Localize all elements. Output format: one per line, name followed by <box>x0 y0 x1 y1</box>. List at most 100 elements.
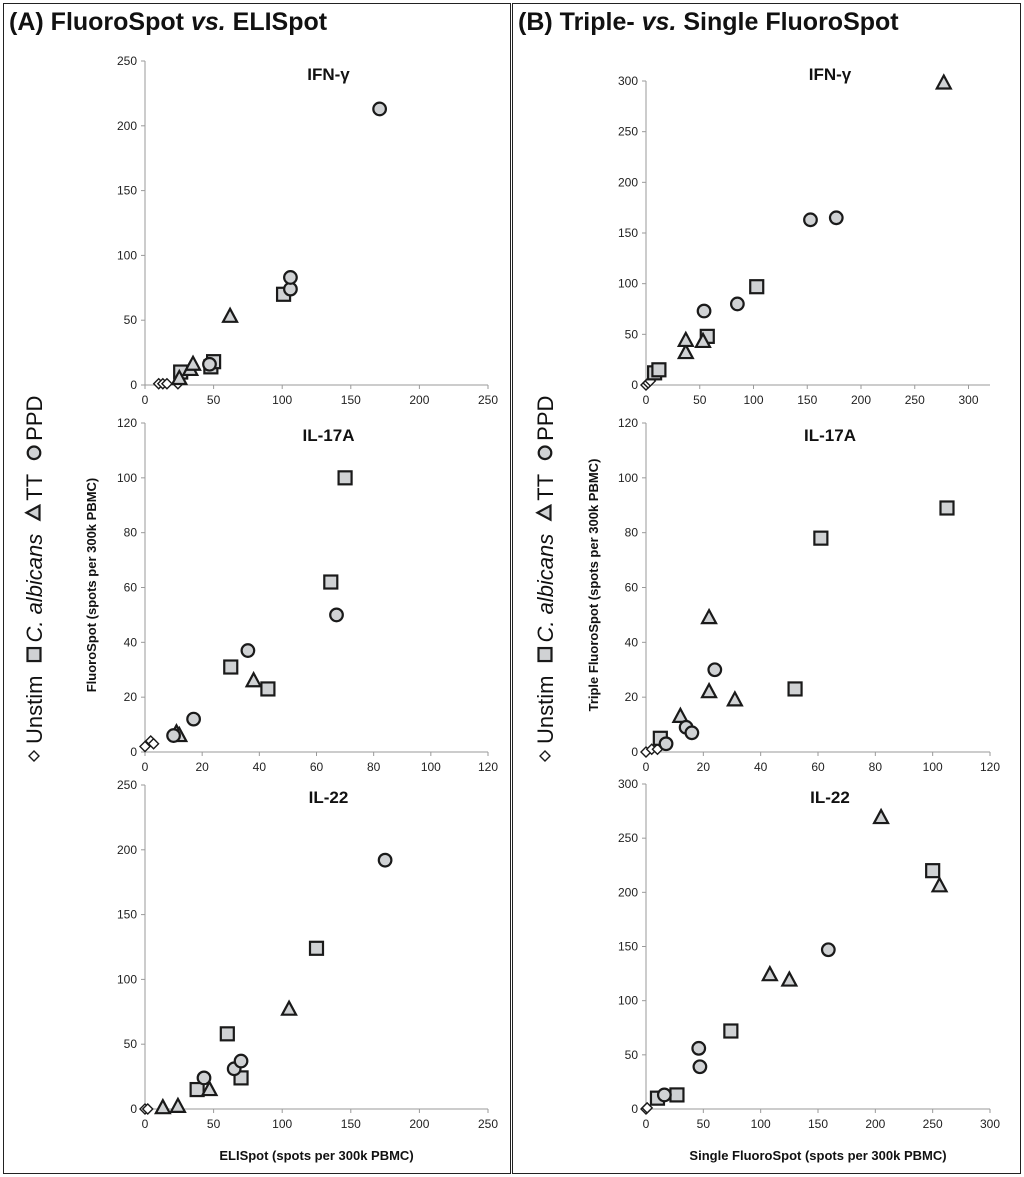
series-c-albicans <box>189 940 325 1098</box>
x-tick-label: 100 <box>743 393 763 407</box>
y-tick-label: 60 <box>124 581 138 595</box>
y-tick-label: 50 <box>625 327 639 341</box>
x-tick-label: 120 <box>980 760 1000 774</box>
panel-a-legend-triangle-icon <box>24 503 41 522</box>
data-point-triangle <box>170 368 189 386</box>
panel-a-legend-item-tt: TT <box>22 474 47 522</box>
chart-b-2: 0 20 40 60 80 100 120 0 20 40 60 80 100 120 IL-17A <box>618 416 1000 774</box>
x-tick-label: 150 <box>808 1117 828 1131</box>
x-tick-label: 100 <box>751 1117 771 1131</box>
data-point-diamond <box>139 740 151 753</box>
y-tick-label: 0 <box>631 378 638 392</box>
data-point-circle <box>372 101 388 117</box>
x-tick-label: 0 <box>643 1117 650 1131</box>
data-point-circle <box>329 607 344 623</box>
data-point-diamond <box>160 377 173 390</box>
x-tick-label: 0 <box>142 1117 149 1131</box>
data-point-circle <box>283 270 298 285</box>
x-tick-label: 50 <box>207 393 221 407</box>
x-tick-label: 250 <box>478 393 498 407</box>
series-c-albicans <box>223 470 353 697</box>
chart-b-1: 0 50 100 150 200 250 300 0 50 100 150 200 250 300 IFN-… <box>618 65 990 407</box>
x-tick-label: 250 <box>478 1117 498 1131</box>
chart-title: IL-17A <box>804 426 856 445</box>
chart-a-1: 0 50 100 150 200 250 0 50 100 150 200 250 IFN-γ <box>117 54 498 407</box>
chart-a-2: 0 20 40 60 80 100 120 0 20 40 60 80 100 120 IL-17A <box>117 416 498 774</box>
series-tt <box>671 607 744 723</box>
y-tick-label: 0 <box>130 378 137 392</box>
x-tick-label: 150 <box>341 1117 361 1131</box>
x-tick-label: 50 <box>693 393 707 407</box>
x-axis-label: ELISpot (spots per 300k PBMC) <box>219 1148 413 1163</box>
data-point-square <box>308 940 325 956</box>
y-tick-label: 100 <box>618 994 638 1008</box>
data-point-triangle <box>700 681 718 699</box>
y-tick-label: 200 <box>618 885 638 899</box>
series-tt <box>153 999 298 1115</box>
y-tick-label: 0 <box>130 1102 137 1116</box>
y-tick-label: 150 <box>618 226 638 240</box>
data-point-square <box>925 863 941 879</box>
y-tick-label: 250 <box>618 831 638 845</box>
panel-a-frame <box>3 3 511 1174</box>
y-tick-label: 250 <box>117 778 137 792</box>
chart-b-3: 0 50 100 150 200 250 300 0 50 100 150 200 250 300 IL-2… <box>618 777 1000 1163</box>
data-point-triangle <box>184 354 202 371</box>
data-point-square <box>813 530 829 546</box>
panel-b-legend-item-calbicans: C. albicans <box>533 534 558 663</box>
chart-title: IL-22 <box>309 788 349 807</box>
data-point-circle <box>202 356 217 372</box>
data-point-circle <box>803 212 818 228</box>
data-point-circle <box>233 1053 249 1069</box>
series-c-albicans <box>652 500 955 746</box>
x-tick-label: 0 <box>142 760 149 774</box>
x-tick-label: 150 <box>341 393 361 407</box>
panel-b-legend-circle-icon <box>537 445 553 461</box>
x-tick-label: 120 <box>478 760 498 774</box>
y-tick-label: 200 <box>618 175 638 189</box>
x-tick-label: 200 <box>409 393 429 407</box>
panel-a-title: (A) FluoroSpot vs. ELISpot <box>9 8 327 37</box>
data-point-triangle <box>221 306 239 323</box>
panel-b-title-post: Single FluoroSpot <box>683 8 899 36</box>
panel-a-legend-item-unstim: Unstim <box>22 676 47 762</box>
y-tick-label: 0 <box>631 1102 638 1116</box>
panel-a-legend-item-calbicans: C. albicans <box>22 534 47 663</box>
data-point-square <box>787 681 803 697</box>
y-tick-label: 50 <box>625 1048 639 1062</box>
x-tick-label: 150 <box>797 393 817 407</box>
series-tt <box>170 306 239 386</box>
data-point-circle <box>691 1040 707 1056</box>
data-point-triangle <box>280 999 298 1016</box>
x-tick-label: 300 <box>958 393 978 407</box>
y-tick-label: 40 <box>124 635 138 649</box>
x-tick-label: 50 <box>697 1117 711 1131</box>
series-ppd <box>196 852 393 1086</box>
y-tick-label: 100 <box>618 277 638 291</box>
y-tick-label: 200 <box>117 843 137 857</box>
series-unstim <box>139 1103 154 1115</box>
chart-title: IFN-γ <box>307 65 350 84</box>
data-point-triangle <box>780 970 799 987</box>
data-point-circle <box>186 711 201 727</box>
data-point-square <box>723 1023 739 1039</box>
data-point-circle <box>658 736 674 752</box>
data-point-triangle <box>872 807 890 825</box>
data-point-triangle <box>934 73 953 90</box>
y-tick-label: 100 <box>117 248 137 262</box>
series-ppd <box>202 101 388 372</box>
panel-a-legend-label-unstim: Unstim <box>22 676 47 744</box>
y-tick-label: 200 <box>117 119 137 133</box>
data-point-circle <box>377 852 393 868</box>
data-point-square <box>219 1026 235 1042</box>
x-tick-label: 300 <box>980 1117 1000 1131</box>
y-tick-label: 50 <box>124 1037 138 1051</box>
panel-b-legend-diamond-icon <box>539 750 551 762</box>
x-tick-label: 250 <box>905 393 925 407</box>
data-point-square <box>189 1081 205 1098</box>
data-point-square <box>337 470 353 486</box>
data-point-diamond <box>641 1101 654 1114</box>
y-tick-label: 80 <box>124 526 138 540</box>
x-tick-label: 100 <box>272 393 292 407</box>
